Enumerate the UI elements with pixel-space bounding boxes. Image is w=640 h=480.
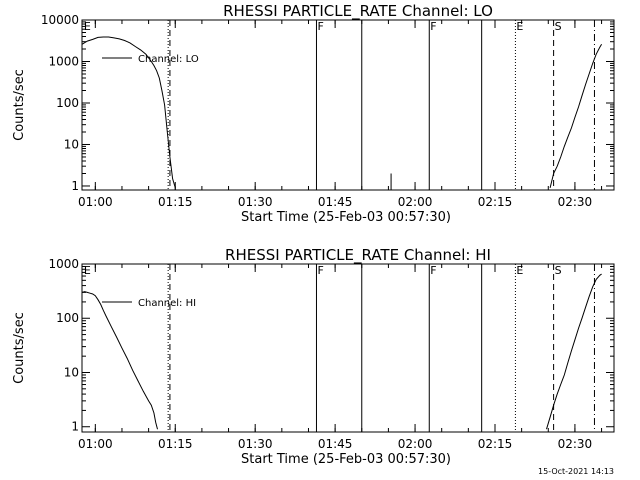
legend-label: Channel: HI — [138, 298, 196, 309]
marker-label: E — [84, 20, 91, 33]
plot-frame — [81, 19, 615, 191]
plot-frame — [81, 263, 615, 433]
marker-label: F — [430, 20, 436, 33]
marker-label: S — [555, 264, 562, 277]
x-tick-label: 02:15 — [478, 195, 513, 209]
series-line — [549, 44, 603, 189]
marker-label: E — [516, 20, 523, 33]
marker-label: E — [516, 264, 523, 277]
series-line — [546, 273, 602, 430]
chart-title: RHESSI PARTICLE_RATE Channel: HI — [225, 246, 491, 265]
x-tick-label: 01:45 — [318, 195, 353, 209]
x-tick-label: 01:45 — [318, 437, 353, 451]
y-tick-label: 10000 — [41, 13, 79, 27]
x-tick-label: 02:00 — [398, 195, 433, 209]
x-tick-label: 02:30 — [558, 195, 593, 209]
x-tick-label: 01:00 — [78, 195, 113, 209]
y-tick-label: 10 — [64, 365, 79, 379]
y-tick-label: 100 — [56, 96, 79, 110]
marker-label: F — [317, 20, 323, 33]
marker-label: S — [555, 20, 562, 33]
x-tick-label: 02:00 — [398, 437, 433, 451]
chart-title: RHESSI PARTICLE_RATE Channel: LO — [223, 2, 493, 21]
series-line — [82, 36, 176, 189]
y-tick-label: 1 — [71, 179, 79, 193]
x-tick-label: 01:00 — [78, 437, 113, 451]
x-axis-label: Start Time (25-Feb-03 00:57:30) — [241, 452, 451, 467]
marker-label: F — [430, 264, 436, 277]
y-axis-label: Counts/sec — [12, 312, 27, 384]
x-tick-label: 01:15 — [158, 195, 193, 209]
y-tick-label: 10 — [64, 137, 79, 151]
y-axis-label: Counts/sec — [12, 69, 27, 141]
marker-label: F — [317, 264, 323, 277]
x-tick-label: 02:15 — [478, 437, 513, 451]
y-tick-label: 1000 — [48, 257, 79, 271]
y-tick-label: 100 — [56, 311, 79, 325]
marker-label: E — [84, 264, 91, 277]
series-line — [82, 291, 158, 430]
x-tick-label: 01:30 — [238, 437, 273, 451]
x-axis-label: Start Time (25-Feb-03 00:57:30) — [241, 210, 451, 225]
footer-date: 15-Oct-2021 14:13 — [538, 467, 614, 476]
legend-label: Channel: LO — [138, 54, 199, 65]
x-tick-label: 01:15 — [158, 437, 193, 451]
y-tick-label: 1 — [71, 420, 79, 434]
chart-panel-lo: RHESSI PARTICLE_RATE Channel: LO Counts/s… — [12, 2, 615, 225]
y-tick-label: 1000 — [48, 54, 79, 68]
x-tick-label: 02:30 — [558, 437, 593, 451]
x-tick-label: 01:30 — [238, 195, 273, 209]
chart-panel-hi: RHESSI PARTICLE_RATE Channel: HI Counts/s… — [12, 246, 615, 467]
